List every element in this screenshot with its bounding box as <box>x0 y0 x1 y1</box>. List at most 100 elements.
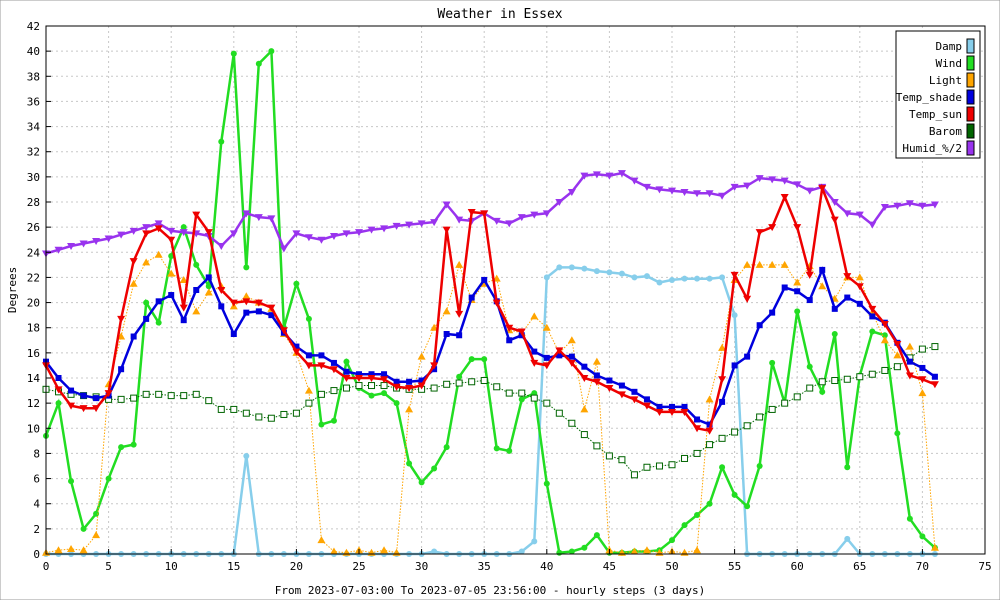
data-point <box>919 364 926 371</box>
data-point <box>856 300 863 307</box>
y-tick-label: 12 <box>27 397 40 410</box>
y-tick-label: 0 <box>33 548 40 561</box>
data-point <box>468 378 476 386</box>
data-point <box>356 371 362 378</box>
data-point <box>455 216 464 224</box>
data-point <box>192 390 200 398</box>
data-point <box>392 383 401 391</box>
data-point <box>681 454 689 462</box>
data-point <box>806 363 813 370</box>
data-point <box>693 425 702 433</box>
data-point <box>542 362 551 370</box>
data-point <box>292 409 300 417</box>
data-point <box>593 442 601 450</box>
data-point <box>193 261 200 268</box>
data-point <box>92 237 101 245</box>
data-point <box>380 382 388 390</box>
data-point <box>242 409 250 417</box>
data-point <box>355 382 363 390</box>
data-point <box>405 405 414 413</box>
data-point <box>855 211 864 219</box>
data-point <box>367 375 376 382</box>
data-point <box>869 328 876 335</box>
data-point <box>480 377 488 385</box>
legend-label: Damp <box>936 40 963 53</box>
data-point <box>593 532 600 539</box>
data-point <box>518 389 526 397</box>
y-tick-label: 36 <box>27 95 40 108</box>
data-point <box>530 394 538 402</box>
data-point <box>505 220 514 228</box>
data-point <box>668 461 676 469</box>
data-point <box>805 187 814 195</box>
x-tick-label: 50 <box>665 560 678 573</box>
series-line-temp-sun <box>44 183 936 433</box>
data-point <box>243 452 250 459</box>
data-point <box>580 405 589 413</box>
data-point <box>167 392 175 400</box>
data-point <box>694 275 701 282</box>
data-point <box>193 287 200 293</box>
data-point <box>442 201 451 209</box>
data-point <box>205 397 213 405</box>
data-point <box>881 366 889 374</box>
data-point <box>906 358 913 365</box>
data-point <box>755 229 764 237</box>
data-point <box>505 324 514 332</box>
x-tick-label: 55 <box>728 560 741 573</box>
data-point <box>543 354 550 361</box>
data-point <box>406 378 413 385</box>
data-point <box>780 260 789 268</box>
data-point <box>393 378 400 385</box>
data-point <box>493 383 501 391</box>
legend-label: Wind <box>936 57 963 70</box>
data-point <box>743 422 751 430</box>
series-barom <box>42 343 939 479</box>
data-point <box>556 264 563 271</box>
legend-swatch <box>966 72 975 88</box>
data-point <box>705 427 714 435</box>
data-point <box>380 376 389 384</box>
y-tick-label: 6 <box>33 473 40 486</box>
y-tick-label: 14 <box>27 372 41 385</box>
data-point <box>80 525 87 532</box>
data-point <box>342 384 350 392</box>
data-point <box>592 171 601 179</box>
data-point <box>455 260 464 268</box>
data-point <box>217 405 225 413</box>
data-point <box>930 201 939 209</box>
data-point <box>180 392 188 400</box>
x-tick-label: 75 <box>978 560 991 573</box>
data-point <box>643 273 650 280</box>
data-point <box>843 375 851 383</box>
data-point <box>705 190 714 198</box>
data-point <box>568 264 575 271</box>
data-point <box>918 389 927 397</box>
data-point <box>518 396 525 403</box>
data-point <box>893 363 901 371</box>
data-point <box>844 464 851 471</box>
data-point <box>329 547 338 555</box>
data-point <box>668 408 676 416</box>
data-point <box>267 304 276 312</box>
data-point <box>381 390 388 397</box>
data-point <box>856 373 864 381</box>
data-point <box>230 405 238 413</box>
data-point <box>780 193 789 201</box>
data-point <box>531 538 538 545</box>
legend-swatch <box>966 140 975 156</box>
data-point <box>517 328 526 336</box>
data-point <box>254 214 263 222</box>
data-point <box>304 386 313 394</box>
data-point <box>292 348 301 356</box>
chart-title: Weather in Essex <box>437 7 562 22</box>
data-point <box>118 366 125 373</box>
data-point <box>481 276 488 283</box>
data-point <box>643 396 650 403</box>
data-point <box>794 288 801 295</box>
data-point <box>304 362 313 370</box>
data-point <box>669 403 675 410</box>
data-point <box>68 387 75 394</box>
data-point <box>693 546 702 554</box>
